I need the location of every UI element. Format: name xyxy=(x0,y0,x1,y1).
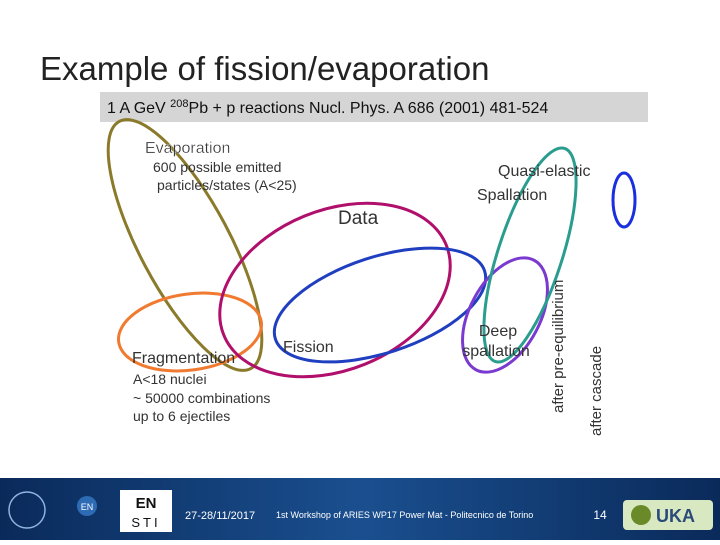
subtitle: 1 A GeV 208Pb + p reactions Nucl. Phys. … xyxy=(107,98,548,117)
ellipses xyxy=(106,118,637,379)
label: after pre-equilibrium xyxy=(550,280,567,413)
quasi-elastic-ellipse xyxy=(611,171,637,229)
evaporation-ellipse xyxy=(106,118,264,372)
fragmentation-ellipse xyxy=(117,291,263,373)
label: Data xyxy=(338,208,379,229)
logo-text: EN xyxy=(81,502,94,512)
footer-event: 1st Workshop of ARIES WP17 Power Mat - P… xyxy=(276,510,533,520)
label: Fission xyxy=(283,339,334,356)
logo-text: UKA xyxy=(656,506,695,526)
deep-spallation-ellipse xyxy=(461,256,549,374)
subtitle-band xyxy=(100,92,648,122)
note: 600 possible emitted xyxy=(153,159,281,175)
label: Deep xyxy=(479,323,517,340)
spallation-ellipse xyxy=(482,146,578,364)
footer-date: 27-28/11/2017 xyxy=(185,510,255,522)
en-sti-logo xyxy=(120,490,172,532)
data-ellipse xyxy=(272,246,488,364)
en-logo xyxy=(77,496,97,516)
footer-band xyxy=(0,478,720,540)
note: ~ 50000 combinations xyxy=(133,390,270,406)
subtitle-text: 1 A GeV xyxy=(107,100,170,117)
note: particles/states (A<25) xyxy=(157,177,297,193)
page-number: 14 xyxy=(593,508,607,522)
note: up to 6 ejectiles xyxy=(133,408,230,424)
superscript: 208 xyxy=(170,98,188,110)
cern-logo xyxy=(8,491,46,529)
fission-ellipse xyxy=(218,201,452,379)
note: A<18 nuclei xyxy=(133,371,207,387)
label: Evaporation xyxy=(145,140,230,157)
logo-text: STI xyxy=(131,515,160,530)
label: spallation xyxy=(462,343,530,360)
label: Fragmentation xyxy=(132,350,235,367)
fluka-icon xyxy=(631,505,651,525)
logo-text: EN xyxy=(136,495,157,512)
label: Quasi-elastic xyxy=(498,163,590,180)
slide-title: Example of fission/evaporation xyxy=(40,50,489,87)
label: after cascade xyxy=(588,346,605,436)
subtitle-text: Pb + p reactions Nucl. Phys. A 686 (2001… xyxy=(189,100,549,117)
label: Spallation xyxy=(477,187,547,204)
